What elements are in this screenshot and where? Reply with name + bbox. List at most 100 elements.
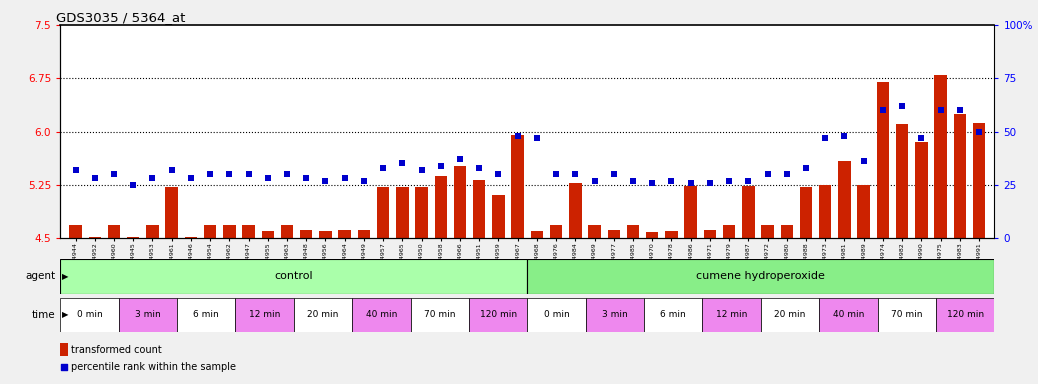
Bar [165, 187, 177, 238]
Bar [954, 114, 966, 238]
Point [837, 133, 853, 139]
Point [221, 171, 238, 177]
Point [913, 135, 930, 141]
Bar [176, 298, 236, 332]
Bar [70, 225, 82, 238]
Bar [973, 123, 985, 238]
Bar [530, 231, 543, 238]
Point [375, 165, 391, 171]
Point [56, 364, 73, 370]
Point [894, 103, 910, 109]
Bar [397, 187, 409, 238]
Bar [819, 298, 877, 332]
Bar [527, 298, 585, 332]
Bar [435, 175, 447, 238]
Bar [294, 298, 352, 332]
Text: GDS3035 / 5364_at: GDS3035 / 5364_at [56, 11, 185, 24]
Text: 6 min: 6 min [660, 310, 686, 319]
Point [740, 177, 757, 184]
Point [702, 180, 718, 186]
Text: 6 min: 6 min [193, 310, 219, 319]
Bar [281, 225, 294, 238]
Text: 0 min: 0 min [77, 310, 103, 319]
Point [67, 167, 84, 173]
Bar [320, 231, 332, 238]
Text: transformed count: transformed count [71, 345, 162, 355]
Bar [550, 225, 563, 238]
Bar [589, 225, 601, 238]
Bar [877, 82, 890, 238]
Text: control: control [274, 271, 313, 281]
Text: 120 min: 120 min [947, 310, 984, 319]
Point [336, 175, 353, 182]
Point [106, 171, 122, 177]
Text: 3 min: 3 min [135, 310, 161, 319]
Point [452, 156, 468, 162]
Bar [415, 187, 428, 238]
Point [855, 158, 872, 164]
Point [260, 175, 276, 182]
Bar [108, 225, 120, 238]
Text: 12 min: 12 min [716, 310, 747, 319]
Bar [646, 232, 658, 238]
Text: 40 min: 40 min [365, 310, 397, 319]
Point [510, 133, 526, 139]
Bar [665, 231, 678, 238]
Bar [857, 185, 870, 238]
Bar [936, 298, 994, 332]
Bar [146, 225, 159, 238]
Point [471, 165, 488, 171]
Text: 0 min: 0 min [544, 310, 570, 319]
Bar [896, 124, 908, 238]
Bar [262, 231, 274, 238]
Point [875, 107, 892, 113]
Point [183, 175, 199, 182]
Point [605, 171, 622, 177]
Bar [644, 298, 703, 332]
Bar [607, 230, 620, 238]
Point [86, 175, 103, 182]
Bar [819, 185, 831, 238]
Bar [60, 259, 527, 294]
Bar [916, 142, 928, 238]
Point [318, 177, 334, 184]
Text: ▶: ▶ [62, 310, 69, 319]
Point [279, 171, 296, 177]
Point [759, 171, 775, 177]
Text: cumene hydroperoxide: cumene hydroperoxide [696, 271, 825, 281]
Point [720, 177, 737, 184]
Text: 70 min: 70 min [891, 310, 923, 319]
Text: agent: agent [25, 271, 55, 281]
Point [586, 177, 603, 184]
Bar [411, 298, 469, 332]
Point [528, 135, 545, 141]
Text: percentile rank within the sample: percentile rank within the sample [71, 362, 236, 372]
Bar [203, 225, 216, 238]
Point [356, 177, 373, 184]
Text: ▶: ▶ [62, 272, 69, 281]
Bar [585, 298, 644, 332]
Point [952, 107, 968, 113]
Point [778, 171, 795, 177]
Bar [352, 298, 411, 332]
Point [163, 167, 180, 173]
Bar [454, 166, 466, 238]
Bar [627, 225, 639, 238]
Point [644, 180, 660, 186]
Bar [127, 237, 139, 238]
Bar [185, 237, 197, 238]
Bar [527, 259, 994, 294]
Text: 70 min: 70 min [424, 310, 456, 319]
Bar [877, 298, 936, 332]
Bar [512, 135, 524, 238]
Bar [761, 225, 774, 238]
Bar [742, 185, 755, 238]
Point [144, 175, 161, 182]
Text: time: time [31, 310, 55, 320]
Text: 12 min: 12 min [249, 310, 280, 319]
Bar [60, 343, 69, 356]
Bar [223, 225, 236, 238]
Bar [703, 298, 761, 332]
Text: 120 min: 120 min [480, 310, 517, 319]
Bar [236, 298, 294, 332]
